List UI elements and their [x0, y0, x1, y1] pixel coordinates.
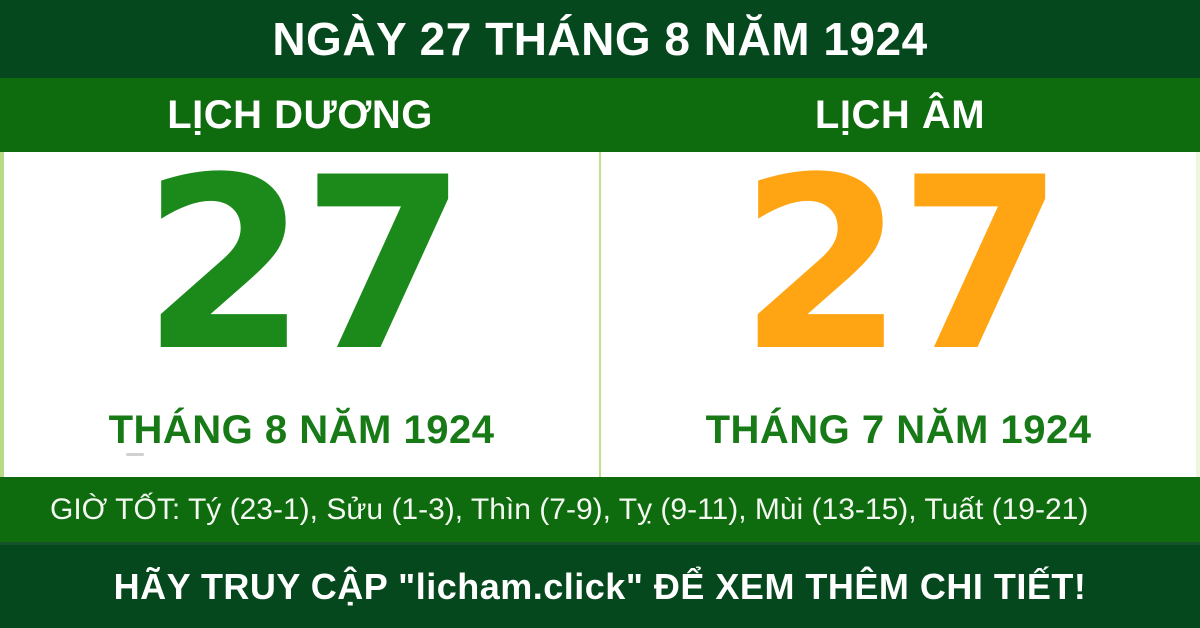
lunar-calendar-label-cell: LỊCH ÂM	[600, 78, 1200, 152]
solar-month-year: THÁNG 8 NĂM 1924	[108, 408, 495, 452]
calendar-body: 27 THÁNG 8 NĂM 1924 27 THÁNG 7 NĂM 1924	[0, 127, 1200, 477]
good-hours-bar: GIỜ TỐT: Tý (23-1), Sửu (1-3), Thìn (7-9…	[0, 477, 1200, 545]
site-footer: HÃY TRUY CẬP "licham.click" ĐỂ XEM THÊM …	[0, 545, 1200, 628]
column-divider	[599, 152, 601, 477]
date-header-title: NGÀY 27 THÁNG 8 NĂM 1924	[272, 13, 928, 65]
solar-calendar-label-cell: LỊCH DƯƠNG	[0, 78, 600, 152]
lunar-day-number: 27	[738, 127, 1064, 404]
site-footer-text: HÃY TRUY CẬP "licham.click" ĐỂ XEM THÊM …	[113, 565, 1087, 607]
smudge-mark	[126, 453, 144, 456]
solar-column: 27 THÁNG 8 NĂM 1924	[4, 127, 599, 477]
good-hours-text: GIỜ TỐT: Tý (23-1), Sửu (1-3), Thìn (7-9…	[50, 492, 1089, 526]
solar-day-number: 27	[141, 127, 467, 404]
date-header: NGÀY 27 THÁNG 8 NĂM 1924	[0, 0, 1200, 78]
calendar-type-band: LỊCH DƯƠNG LỊCH ÂM	[0, 78, 1200, 152]
lunar-column: 27 THÁNG 7 NĂM 1924	[601, 127, 1196, 477]
lunar-calendar-label: LỊCH ÂM	[814, 92, 986, 137]
solar-calendar-label: LỊCH DƯƠNG	[167, 92, 433, 137]
lunar-month-year: THÁNG 7 NĂM 1924	[705, 408, 1092, 452]
